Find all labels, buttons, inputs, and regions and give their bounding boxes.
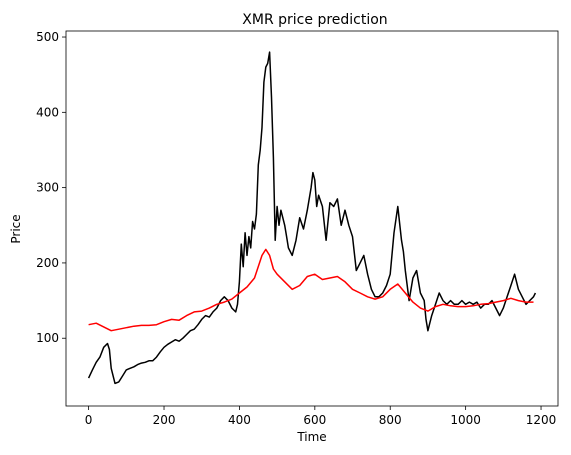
series-line-2 [88,248,534,332]
y-axis: 100 200 300 400 500 [36,30,66,345]
y-tick-label: 400 [36,105,59,119]
x-tick-label: 200 [153,413,176,427]
x-tick-label: 800 [379,413,402,427]
plot-frame [65,30,559,407]
x-axis-label: Time [296,430,326,444]
series-line-1 [87,51,537,385]
y-tick-label: 500 [36,30,59,44]
x-tick-label: 0 [85,413,93,427]
y-tick-label: 200 [36,256,59,270]
y-tick-label: 300 [36,181,59,195]
x-axis: 0 200 400 600 800 1000 1200 [85,406,557,427]
x-tick-label: 400 [228,413,251,427]
x-tick-label: 1000 [450,413,481,427]
y-tick-label: 100 [36,331,59,345]
chart-title: XMR price prediction [242,12,387,28]
series-layer [87,51,537,385]
y-axis-label: Price [9,214,23,243]
x-tick-label: 600 [303,413,326,427]
x-tick-label: 1200 [526,413,557,427]
